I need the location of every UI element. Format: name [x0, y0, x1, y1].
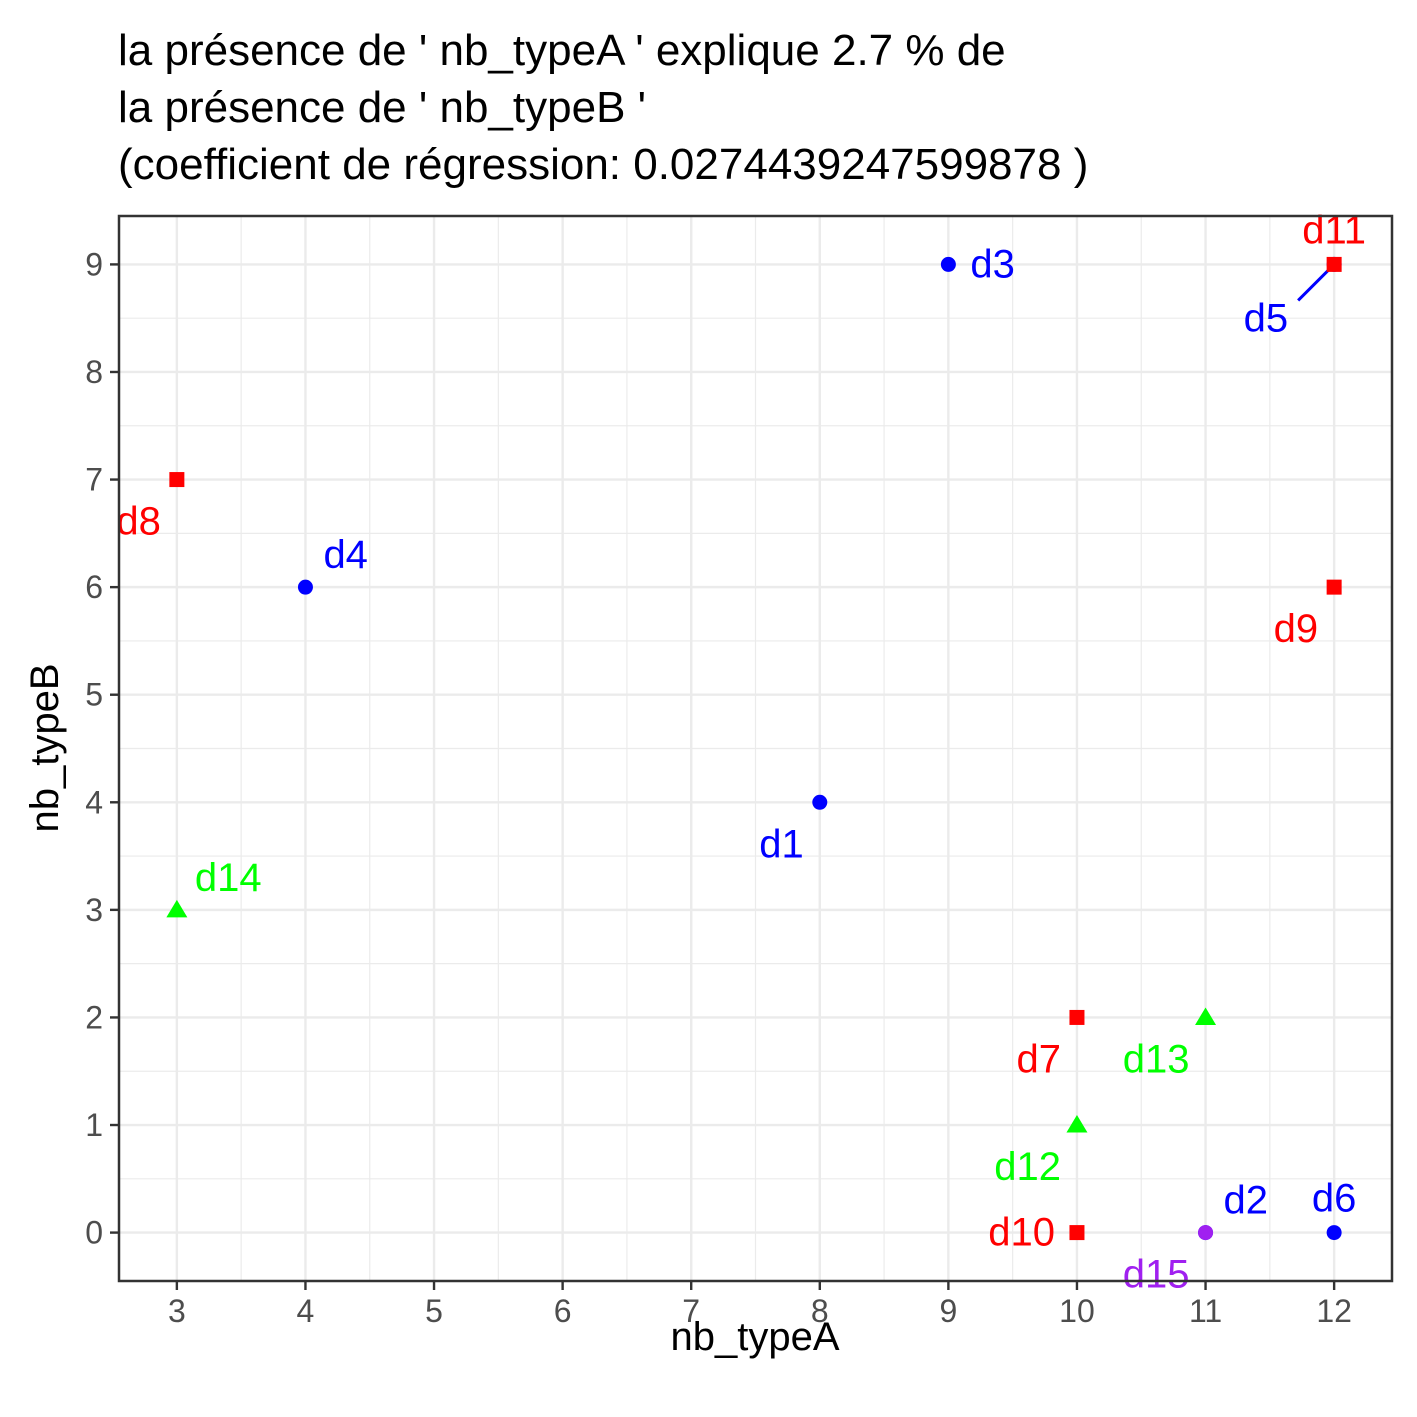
x-tick-label: 7 — [682, 1293, 700, 1329]
data-point-d7 — [1069, 1009, 1085, 1025]
chart-title-line-3: (coefficient de régression: 0.0274439247… — [118, 140, 1089, 189]
data-point-d11 — [1326, 256, 1342, 272]
chart-title-line-1: la présence de ' nb_typeA ' explique 2.7… — [118, 26, 1006, 75]
data-point-d12 — [1066, 1115, 1088, 1133]
point-label-d4: d4 — [323, 533, 368, 577]
leader-line-d5 — [1297, 267, 1332, 302]
point-label-d9: d9 — [1274, 607, 1319, 651]
x-axis-ticks: 3 4 5 6 7 8 9 10 11 12 — [168, 1281, 1352, 1329]
data-point-d15 — [1198, 1225, 1214, 1241]
y-tick-label: 3 — [85, 892, 103, 928]
x-tick-label: 3 — [168, 1293, 186, 1329]
x-tick-label: 9 — [939, 1293, 957, 1329]
label-leader-lines — [1297, 267, 1332, 302]
y-tick-label: 5 — [85, 677, 103, 713]
y-tick-label: 0 — [85, 1215, 103, 1251]
grid-major — [119, 216, 1392, 1281]
point-label-d10: d10 — [988, 1211, 1055, 1255]
y-tick-label: 4 — [85, 784, 103, 820]
y-tick-label: 1 — [85, 1107, 103, 1143]
y-tick-label: 8 — [85, 354, 103, 390]
data-point-d8 — [169, 472, 185, 488]
data-point-d4 — [297, 579, 313, 595]
point-label-d5: d5 — [1244, 296, 1289, 340]
x-axis-title: nb_typeA — [670, 1315, 839, 1359]
point-label-d12: d12 — [994, 1145, 1061, 1189]
chart-title-line-2: la présence de ' nb_typeB ' — [118, 83, 647, 132]
point-label-d15: d15 — [1123, 1253, 1190, 1297]
chart-title: la présence de ' nb_typeA ' explique 2.7… — [118, 22, 1398, 193]
point-label-d14: d14 — [195, 856, 262, 900]
point-label-d8: d8 — [116, 500, 161, 544]
point-label-d13: d13 — [1123, 1037, 1190, 1081]
y-axis-title: nb_typeB — [23, 663, 67, 832]
data-point-d1 — [812, 794, 828, 810]
data-point-d13 — [1195, 1007, 1217, 1025]
y-axis-ticks: 0 1 2 3 4 5 6 7 8 9 — [85, 246, 119, 1251]
plot-border — [117, 214, 1394, 1283]
x-tick-label: 11 — [1189, 1293, 1222, 1329]
x-tick-label: 4 — [297, 1293, 315, 1329]
x-tick-label: 10 — [1059, 1293, 1095, 1329]
x-tick-label: 12 — [1316, 1293, 1352, 1329]
grid-minor — [119, 216, 1392, 1281]
point-label-d2: d2 — [1224, 1179, 1269, 1223]
x-tick-label: 6 — [554, 1293, 572, 1329]
data-point-d10 — [1069, 1225, 1085, 1241]
data-points — [166, 256, 1342, 1241]
x-tick-label: 8 — [811, 1293, 829, 1329]
data-point-d9 — [1326, 579, 1342, 595]
y-tick-label: 2 — [85, 999, 103, 1035]
point-label-d6: d6 — [1312, 1177, 1357, 1221]
data-point-d3 — [940, 256, 956, 272]
point-label-d1: d1 — [759, 822, 804, 866]
y-tick-label: 6 — [85, 569, 103, 605]
y-tick-label: 7 — [85, 462, 103, 498]
point-label-d7: d7 — [1016, 1037, 1061, 1081]
point-label-d3: d3 — [970, 242, 1015, 286]
data-point-d14 — [166, 899, 188, 918]
data-point-d6 — [1326, 1225, 1342, 1241]
x-tick-label: 5 — [425, 1293, 443, 1329]
y-tick-label: 9 — [85, 246, 103, 282]
